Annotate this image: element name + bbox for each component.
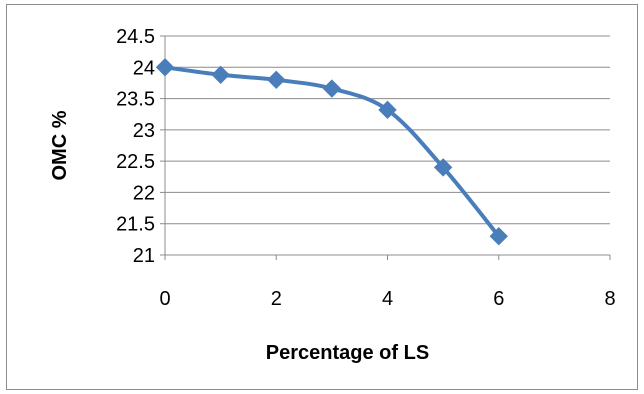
y-tick-label: 24.5 — [116, 26, 155, 48]
y-tick-label: 22.5 — [116, 151, 155, 173]
data-point-marker — [155, 58, 175, 77]
x-axis-title: Percentage of LS — [266, 342, 429, 364]
gridlines — [165, 35, 610, 225]
y-tick-label: 22 — [133, 182, 155, 204]
data-point-marker — [433, 158, 453, 177]
x-tick-labels: 0 2 4 6 8 — [159, 288, 615, 310]
data-point-marker — [267, 70, 286, 90]
y-tick-label: 21 — [133, 245, 155, 267]
data-point-marker — [489, 227, 508, 246]
y-tick-label: 21.5 — [116, 214, 155, 236]
x-tick-label: 6 — [493, 288, 504, 310]
x-tick-label: 2 — [271, 288, 282, 310]
x-tick-label: 8 — [604, 288, 615, 310]
y-tick-labels: 21 21.5 22 22.5 23 23.5 24 24.5 — [116, 26, 155, 267]
x-tick-label: 4 — [382, 288, 393, 310]
x-tick-label: 0 — [159, 288, 170, 310]
y-axis-title: OMC % — [49, 110, 71, 180]
data-point-marker — [378, 100, 397, 120]
data-point-marker — [322, 79, 342, 98]
y-tick-label: 23.5 — [116, 89, 155, 111]
data-point-marker — [211, 65, 230, 85]
axes — [160, 35, 611, 260]
markers — [155, 58, 508, 246]
y-tick-label: 23 — [133, 120, 155, 142]
chart-area — [6, 4, 638, 390]
y-tick-label: 24 — [133, 57, 155, 79]
